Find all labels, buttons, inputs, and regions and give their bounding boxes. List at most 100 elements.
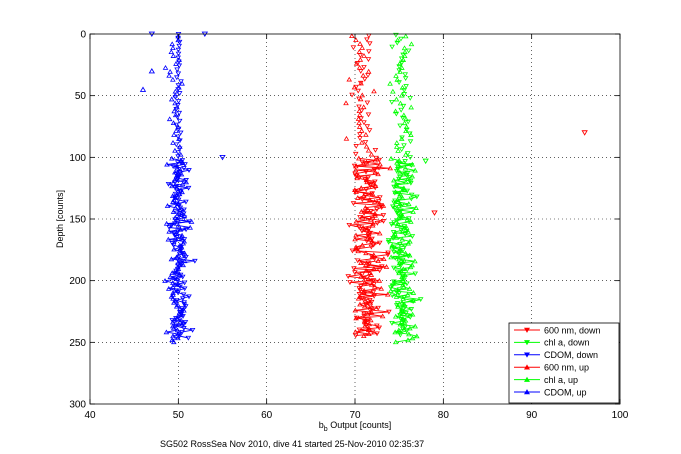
data-point (409, 173, 416, 179)
data-point (366, 228, 372, 234)
data-point (352, 173, 359, 179)
data-point (166, 116, 173, 122)
data-point (174, 268, 181, 274)
data-point (396, 193, 403, 199)
data-point (368, 309, 375, 315)
data-point (379, 313, 386, 319)
data-point (402, 243, 408, 249)
data-point (372, 179, 378, 185)
legend: 600 nm, down chl a, down CDOM, down 600 nm,… (508, 322, 620, 404)
data-point (353, 218, 360, 224)
data-point (355, 116, 362, 121)
data-point (180, 262, 187, 268)
data-point (393, 234, 400, 240)
data-point (172, 195, 179, 201)
data-point (352, 270, 358, 276)
x-axis-label-subscript: b (324, 426, 328, 433)
data-point (356, 108, 363, 114)
data-point (175, 71, 182, 77)
data-point (401, 92, 408, 97)
data-point (169, 155, 175, 161)
data-point (398, 147, 405, 153)
data-point (357, 293, 363, 299)
data-point (355, 88, 361, 94)
data-point (162, 278, 168, 283)
data-point (401, 171, 407, 177)
data-point (183, 178, 189, 183)
legend-label: 600 nm, up (544, 363, 589, 373)
data-point (394, 37, 401, 43)
axis-ticks (89, 33, 621, 405)
data-point (398, 228, 405, 233)
data-point (402, 232, 409, 237)
data-point (366, 49, 372, 55)
data-point (404, 217, 411, 222)
data-point (378, 285, 385, 291)
legend-label: 600 nm, down (544, 325, 601, 335)
data-point (366, 262, 372, 268)
data-point (363, 131, 369, 137)
legend-box (508, 322, 620, 404)
data-point (374, 221, 381, 226)
data-point (377, 161, 383, 167)
data-point (355, 248, 361, 254)
data-point (353, 144, 360, 149)
data-point (391, 177, 397, 183)
data-point (356, 120, 362, 125)
x-axis-label: bb Output [counts] (319, 420, 391, 433)
data-point (376, 325, 383, 331)
data-point (173, 75, 180, 81)
data-point (385, 240, 392, 245)
data-point (402, 76, 409, 82)
data-point (400, 284, 407, 289)
data-point (359, 45, 365, 50)
data-point (365, 234, 371, 240)
data-point (384, 291, 391, 297)
data-point (358, 208, 365, 214)
data-point (400, 295, 406, 301)
data-point (181, 258, 188, 264)
series-layer (139, 31, 588, 345)
data-point (371, 294, 377, 299)
data-point (407, 139, 414, 145)
legend-item: CDOM, up (514, 387, 587, 397)
data-point (357, 215, 363, 220)
data-point (402, 151, 409, 157)
data-point (183, 199, 189, 205)
data-point (169, 41, 175, 47)
data-point (405, 240, 412, 246)
data-point (399, 195, 406, 201)
data-point (352, 167, 359, 173)
data-point (177, 207, 183, 212)
legend-label: chl a, up (544, 375, 578, 385)
data-point (364, 37, 370, 43)
legend-swatch-marker (524, 327, 530, 333)
data-point (380, 213, 387, 218)
data-point (170, 199, 176, 204)
data-point (391, 206, 398, 212)
data-point (375, 199, 382, 205)
data-point (408, 180, 414, 186)
data-point (176, 84, 182, 90)
data-point (372, 212, 378, 218)
data-point (181, 280, 188, 286)
data-point-outlier (581, 130, 588, 136)
data-point (178, 311, 185, 317)
data-point (394, 159, 400, 165)
data-point (398, 136, 405, 141)
data-point (361, 289, 367, 295)
data-point (409, 335, 416, 341)
data-point (400, 266, 407, 272)
data-point (388, 155, 394, 161)
data-point (369, 254, 376, 260)
data-point (350, 45, 357, 51)
data-point (389, 242, 395, 248)
data-point (395, 199, 401, 205)
data-point-outlier (148, 67, 156, 74)
y-tick-label: 100 (69, 153, 86, 164)
data-point (170, 289, 176, 295)
y-tick-label: 150 (69, 215, 86, 226)
data-point (414, 194, 420, 200)
data-point (170, 333, 176, 339)
data-point (174, 235, 180, 240)
